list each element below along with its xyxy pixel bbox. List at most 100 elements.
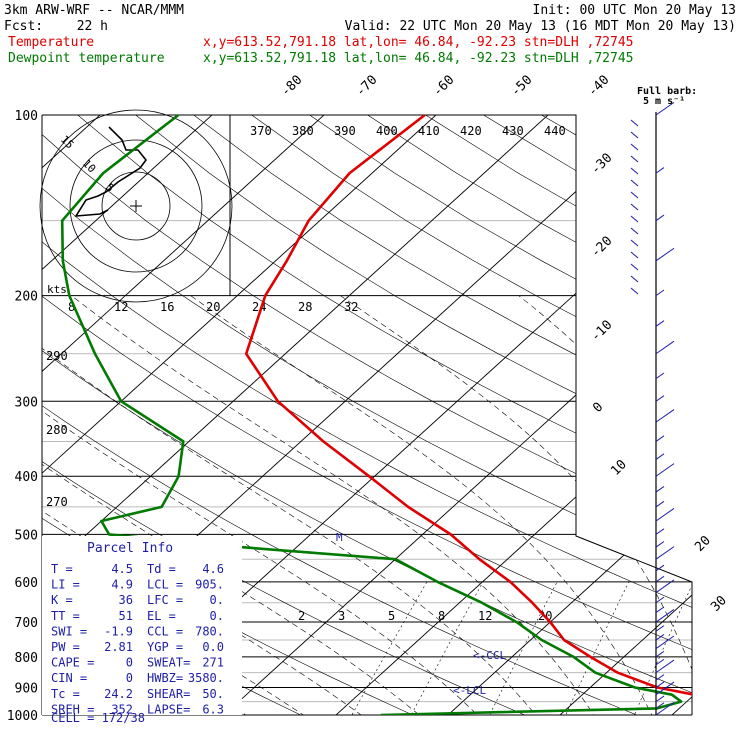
theta-label: 380 [292, 124, 314, 138]
wind-barb [655, 486, 665, 493]
moist-adiabat [42, 295, 547, 715]
moist-adiabat [42, 295, 435, 715]
hodograph-ring [39, 109, 233, 303]
theta-label: 440 [544, 124, 566, 138]
parcel-row-label: EL = [147, 609, 176, 623]
parcel-row-value: 780. [195, 624, 224, 638]
isotherm-label: -60 [430, 73, 457, 100]
dry-adiabat [42, 115, 692, 715]
wind-barb [655, 500, 665, 508]
hodograph-speed-tick: 16 [160, 300, 174, 314]
init-time: Init: 00 UTC Mon 20 May 13 [533, 3, 737, 18]
parcel-row-label: SREH = [51, 702, 94, 716]
dry-adiabat [599, 115, 692, 715]
dry-adiabat-label: 290 [46, 349, 68, 363]
theta-label: 410 [418, 124, 440, 138]
wind-barb [655, 579, 675, 593]
parcel-row-value: 51 [119, 609, 133, 623]
temperature-legend: Temperature [8, 35, 94, 50]
hodograph-speed-tick: 20 [206, 300, 220, 314]
wind-barb [655, 635, 675, 649]
parcel-row-value: 0. [210, 609, 224, 623]
wind-barb [655, 701, 675, 716]
hodograph-speed-unit: kts [47, 283, 67, 296]
parcel-row-value: 3580. [188, 671, 224, 685]
mixing-ratio-label: 8 [438, 609, 445, 623]
wind-barb [655, 167, 665, 174]
pressure-label-400: 400 [15, 470, 38, 485]
wind-barb [655, 650, 665, 658]
isotherm-label: -10 [588, 318, 615, 345]
wind-barb-upper [630, 179, 639, 187]
temperature-line [244, 115, 692, 715]
isotherm [433, 115, 692, 715]
wind-barb [655, 659, 675, 674]
wind-barb [655, 625, 665, 632]
level-marker-lcl: <-LCL [453, 684, 486, 697]
isotherm [545, 115, 692, 715]
wind-barb-upper [630, 239, 639, 247]
wind-barb [655, 606, 665, 613]
parcel-row-value: 4.6 [202, 562, 224, 576]
dry-adiabat [135, 115, 692, 715]
forecast-hours: 22 h [77, 19, 108, 34]
dry-adiabat-label: 280 [46, 423, 68, 437]
wind-barb-upper [630, 191, 639, 199]
moist-adiabat [694, 296, 740, 728]
level-marker-ccl: <-CCL [473, 649, 506, 662]
isotherm-label: 20 [692, 533, 714, 555]
wind-barb [655, 372, 665, 380]
theta-label: 390 [334, 124, 356, 138]
wind-barb [655, 214, 665, 222]
theta-label: 370 [250, 124, 272, 138]
parcel-row-label: SWEAT= [147, 656, 190, 670]
full-barb-label: Full barb: [637, 86, 697, 97]
wind-barb-upper [630, 251, 639, 259]
isotherm-label: -20 [588, 234, 615, 261]
parcel-info-box: Parcel Info T = 4.5 Td = 4.6 LI = 4.9 LCL = 905… [42, 536, 242, 725]
isotherm [42, 115, 355, 715]
wind-barb-upper [630, 131, 639, 139]
parcel-row-value: 4.5 [111, 562, 133, 576]
parcel-row-label: CIN = [51, 671, 87, 685]
wind-barb [655, 289, 665, 297]
parcel-row-label: LAPSE= [147, 702, 190, 716]
parcel-cell: CELL = 172/38 [51, 711, 145, 725]
parcel-row-label: CCL = [147, 624, 183, 638]
temperature-location: x,y=613.52,791.18 lat,lon= 46.84, -92.23… [203, 35, 633, 50]
pressure-label-900: 900 [15, 682, 38, 697]
hodograph-speed-tick: 12 [114, 300, 128, 314]
dry-adiabat [42, 115, 692, 715]
wind-barb-upper [630, 215, 639, 223]
parcel-row-label: SHEAR= [147, 687, 190, 701]
dry-adiabat [42, 115, 692, 715]
hodograph-ring-label: 15 [58, 133, 77, 152]
pressure-label-200: 200 [15, 290, 38, 305]
parcel-row-value: 0. [210, 593, 224, 607]
isotherm-label: 10 [608, 457, 630, 479]
hodograph-trace [74, 126, 148, 217]
isotherm [657, 115, 692, 715]
model-title: 3km ARW-WRF -- NCAR/MMM [4, 3, 184, 18]
isotherm-label: -70 [353, 73, 380, 100]
parcel-row-value: 36 [119, 593, 133, 607]
parcel-row-label: Td = [147, 562, 176, 576]
wind-barb-upper [630, 275, 639, 283]
isotherm-label: -80 [278, 73, 305, 100]
dry-adiabat [309, 115, 692, 715]
pressure-label-1000: 1000 [7, 709, 38, 724]
parcel-row-value: -1.9 [104, 624, 133, 638]
wind-barb [655, 681, 665, 688]
wind-barb [655, 658, 665, 666]
hodograph-speed-tick: 28 [298, 300, 312, 314]
wind-barb [655, 463, 675, 477]
wind-barb [655, 564, 665, 572]
pressure-label-700: 700 [15, 616, 38, 631]
wind-barb [655, 435, 665, 442]
wind-barb [655, 609, 675, 623]
mixing-ratio-label: 2 [298, 609, 305, 623]
wind-barb-upper [630, 143, 639, 151]
wind-barb-upper [630, 155, 639, 163]
level-marker-m: M [336, 531, 343, 544]
